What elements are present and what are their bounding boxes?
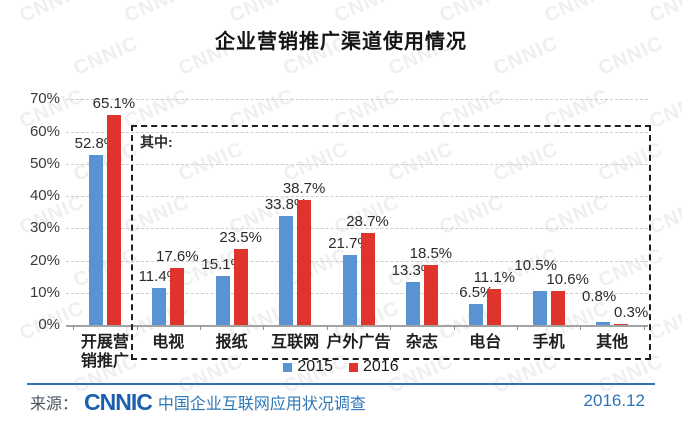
- x-axis-tick: [326, 326, 328, 330]
- y-axis-tick-0%: 0%: [38, 316, 60, 333]
- value-label-2016-开展营销推广: 65.1%: [92, 95, 136, 113]
- x-axis-tick: [580, 326, 582, 330]
- bar-2015-手机: [532, 291, 547, 325]
- cnnic-watermark: CNNIC: [646, 85, 682, 133]
- cnnic-logo: CNNIC: [84, 389, 153, 415]
- bar-2016-互联网: [297, 200, 312, 325]
- gridline-40%: [66, 196, 648, 198]
- value-label-2016-户外广告: 28.7%: [346, 212, 389, 230]
- value-label-2015-户外广告: 21.7%: [328, 235, 371, 253]
- bar-2016-报纸: [233, 249, 248, 325]
- bar-2016-其他: [614, 324, 629, 325]
- legend-item-2015: 2015: [283, 358, 333, 376]
- x-axis-tick: [453, 326, 455, 330]
- bar-2015-电视: [152, 288, 167, 325]
- footer-separator: [27, 383, 655, 385]
- y-axis-tick-30%: 30%: [29, 219, 60, 237]
- gridline-70%: [66, 99, 648, 101]
- value-label-2016-报纸: 23.5%: [219, 229, 262, 247]
- x-axis-tick: [390, 326, 392, 330]
- gridline-20%: [66, 260, 648, 262]
- x-axis-tick: [200, 326, 201, 330]
- y-axis-tick-60%: 60%: [29, 122, 60, 140]
- value-label-2016-电台: 11.1%: [473, 269, 515, 287]
- x-axis-tick: [73, 326, 75, 330]
- value-label-2015-开展营销推广: 52.8%: [74, 134, 118, 152]
- chart-title: 企业营销推广渠道使用情况: [215, 31, 467, 53]
- bar-2015-开展营销推广: [88, 154, 103, 325]
- cnnic-watermark: CNNIC: [436, 0, 508, 27]
- legend-swatch-2016: [349, 362, 358, 372]
- cnnic-watermark: CNNIC: [226, 0, 298, 27]
- gridline-60%: [66, 131, 648, 133]
- value-label-2016-互联网: 38.7%: [282, 180, 326, 198]
- bar-2015-其他: [596, 322, 611, 325]
- bar-2015-互联网: [279, 216, 294, 325]
- category-label-互联网: 互联网: [271, 334, 320, 351]
- gridline-10%: [66, 292, 648, 294]
- category-label-电台: 电台: [469, 334, 502, 351]
- value-label-2016-电视: 17.6%: [156, 248, 199, 266]
- cnnic-watermark: CNNIC: [121, 0, 193, 27]
- legend-swatch-2015: [283, 362, 293, 372]
- x-axis-line: [66, 325, 648, 327]
- x-axis-tick: [643, 326, 645, 330]
- cnnic-watermark: CNNIC: [541, 0, 613, 27]
- bar-2016-电台: [487, 289, 502, 325]
- subset-box-label: 其中:: [140, 134, 173, 150]
- source-prefix-label: 来源：: [30, 396, 79, 413]
- bar-2016-手机: [550, 290, 565, 325]
- category-label-杂志: 杂志: [405, 334, 438, 351]
- value-label-2015-其他: 0.8%: [581, 288, 617, 306]
- category-label-户外广告: 户外广告: [326, 334, 391, 351]
- legend-label-2016: 2016: [363, 358, 399, 375]
- footer: 来源： CNNIC 中国企业互联网应用状况调查: [30, 390, 366, 414]
- value-label-2015-互联网: 33.8%: [264, 196, 308, 214]
- category-label-其他: 其他: [596, 334, 629, 351]
- x-axis-tick: [517, 326, 518, 330]
- bar-2016-杂志: [423, 265, 438, 325]
- category-label-手机: 手机: [532, 334, 565, 351]
- category-label-报纸: 报纸: [215, 334, 248, 351]
- value-label-2015-杂志: 13.3%: [391, 262, 435, 280]
- gridline-30%: [66, 228, 648, 230]
- bar-2016-开展营销推广: [106, 115, 121, 325]
- gridline-50%: [66, 163, 648, 165]
- bar-2015-报纸: [215, 276, 230, 325]
- legend-label-2015: 2015: [297, 358, 333, 375]
- subset-dashed-box: 其中:: [131, 125, 651, 360]
- value-label-2015-手机: 10.5%: [514, 257, 557, 275]
- value-label-2015-电视: 11.4%: [138, 268, 180, 286]
- value-label-2016-其他: 0.3%: [613, 304, 649, 322]
- bar-2015-户外广告: [342, 255, 357, 325]
- cnnic-watermark: CNNIC: [16, 0, 88, 27]
- category-label-开展营销推广: 开展营销推广: [80, 334, 129, 370]
- category-label-电视: 电视: [152, 334, 185, 351]
- y-axis-tick-40%: 40%: [29, 187, 60, 205]
- y-axis-tick-50%: 50%: [29, 154, 60, 172]
- value-label-2015-报纸: 15.1%: [201, 256, 244, 274]
- y-axis-tick-70%: 70%: [29, 90, 60, 108]
- value-label-2015-电台: 6.5%: [459, 284, 494, 302]
- x-axis-tick: [263, 326, 265, 330]
- legend: 2015 2016: [0, 358, 682, 376]
- x-axis-tick: [136, 326, 138, 330]
- source-survey-name: 中国企业互联网应用状况调查: [157, 396, 366, 413]
- report-date: 2016.12: [583, 391, 645, 410]
- value-label-2016-杂志: 18.5%: [409, 245, 453, 263]
- cnnic-watermark: CNNIC: [646, 191, 682, 239]
- legend-item-2016: 2016: [349, 358, 399, 376]
- y-axis-tick-10%: 10%: [29, 283, 60, 301]
- y-axis-tick-20%: 20%: [29, 251, 60, 269]
- cnnic-watermark: CNNIC: [646, 0, 682, 27]
- bar-2015-电台: [469, 304, 484, 325]
- bar-2016-电视: [170, 268, 185, 325]
- value-label-2016-手机: 10.6%: [546, 270, 589, 288]
- bar-2016-户外广告: [360, 232, 375, 325]
- bar-2015-杂志: [405, 282, 420, 325]
- cnnic-watermark: CNNIC: [331, 0, 403, 27]
